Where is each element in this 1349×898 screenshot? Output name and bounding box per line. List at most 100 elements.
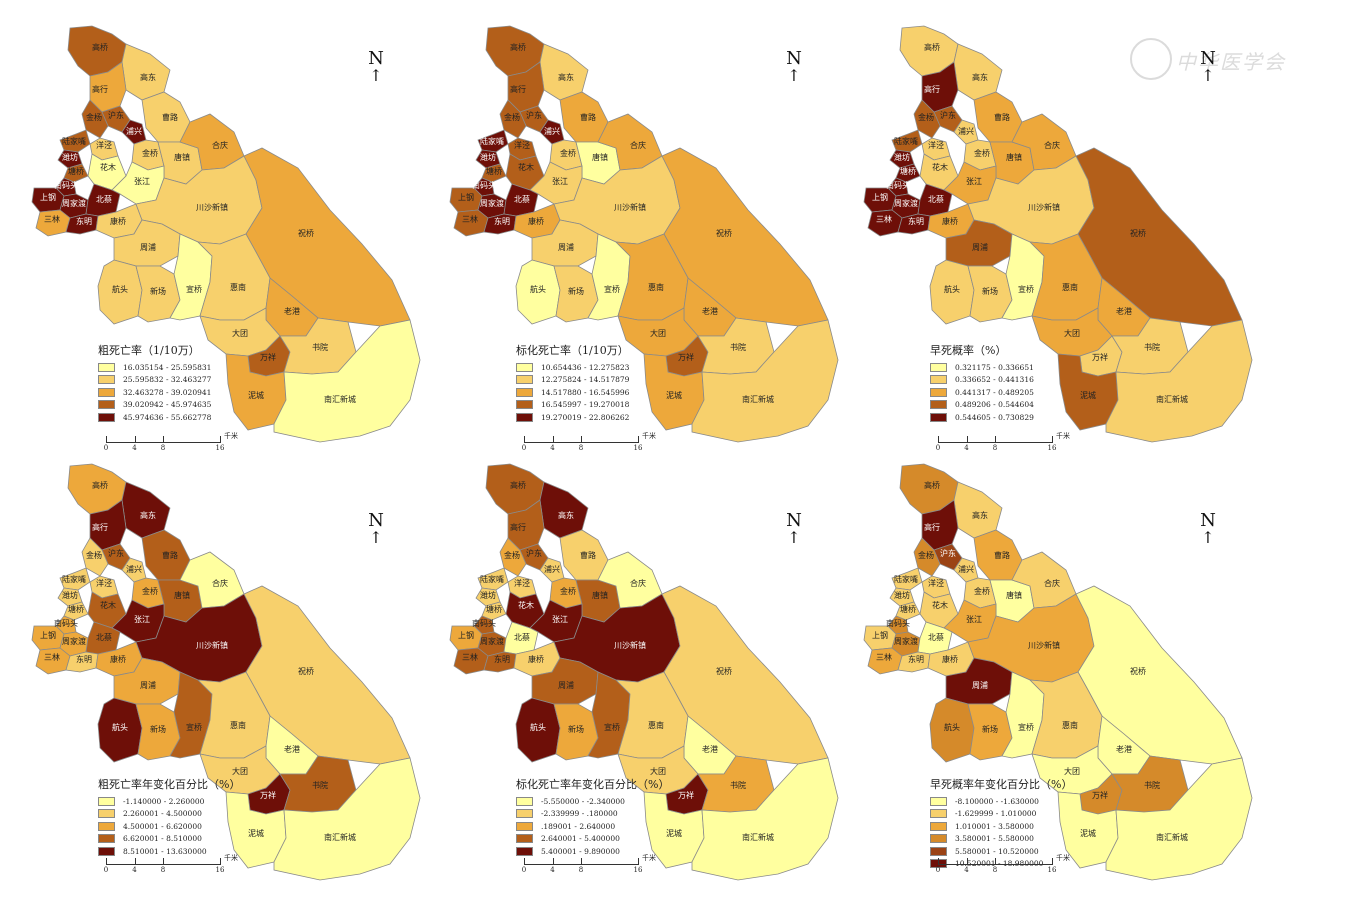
district-label-tangzhen: 唐镇 (174, 590, 190, 600)
district-tangqiao[interactable] (63, 163, 89, 183)
district-label-sanlin: 三林 (462, 214, 478, 224)
district-label-hudongweifang: 沪东 (108, 110, 124, 120)
district-label-hudongweifang: 沪东 (940, 548, 956, 558)
legend-range: -8.100000 - -1.630000 (955, 796, 1039, 806)
district-tangqiao[interactable] (895, 163, 921, 183)
legend-item: -5.550000 - -2.340000 (516, 795, 669, 808)
district-pudongxing[interactable] (539, 119, 565, 145)
legend-item: 0.489206 - 0.544604 (930, 399, 1034, 412)
scale-tick-label: 8 (160, 444, 166, 452)
legend-swatch (98, 412, 115, 422)
district-nanhui[interactable] (691, 319, 839, 443)
legend-range: 8.510001 - 13.630000 (123, 846, 207, 856)
north-label: N (786, 48, 802, 69)
district-label-xinchang: 新场 (982, 724, 998, 734)
district-nanhui[interactable] (1105, 319, 1253, 443)
district-label-shanggang: 上钢 (458, 630, 474, 640)
district-label-shanggang: 上钢 (40, 630, 56, 640)
district-label-zhoupu: 周浦 (558, 242, 574, 252)
north-arrow: N ↑ (784, 510, 804, 546)
scale-tick-label: 4 (550, 866, 555, 874)
district-label-zhoupu: 周浦 (140, 680, 156, 690)
district-label-kangqiao: 康桥 (528, 216, 544, 226)
district-gaodong[interactable] (953, 43, 1003, 101)
district-label-heqing: 合庆 (212, 578, 228, 588)
district-label-hudongweifang: 沪东 (526, 548, 542, 558)
district-label-shuyuan: 书院 (1144, 780, 1160, 790)
district-label-zhangjiang: 张江 (134, 615, 150, 624)
district-label-sanlin: 三林 (876, 214, 892, 224)
district-label-xinchang: 新场 (568, 286, 584, 296)
scale-bar: 0 4 8 16 千米 (522, 432, 664, 454)
scale-tick-label: 16 (633, 866, 643, 874)
district-pudongxing[interactable] (539, 557, 565, 583)
district-pudongxing[interactable] (953, 557, 979, 583)
district-nanhui[interactable] (691, 757, 839, 881)
north-arrow: N ↑ (366, 48, 386, 85)
legend-item: 32.463278 - 39.020941 (98, 386, 211, 399)
district-label-yangjing: 洋泾 (514, 578, 530, 588)
district-label-heqing: 合庆 (630, 578, 646, 588)
watermark-text: 中华医学会 (1176, 50, 1286, 74)
district-label-caolu: 曹路 (580, 550, 596, 560)
district-gaodong[interactable] (121, 43, 171, 101)
district-label-xinchang: 新场 (150, 724, 166, 734)
district-tangqiao[interactable] (895, 601, 921, 621)
legend-item: 1.010001 - 3.580000 (930, 820, 1072, 833)
district-label-heqing: 合庆 (1044, 578, 1060, 588)
district-nanhui[interactable] (273, 319, 421, 443)
district-label-caolu: 曹路 (994, 112, 1010, 122)
district-gaodong[interactable] (539, 481, 589, 539)
legend-range: 19.270019 - 22.806262 (541, 412, 630, 422)
district-label-xinchang: 新场 (982, 286, 998, 296)
scale-tick-label: 4 (132, 866, 137, 874)
district-label-jinyang: 金杨 (86, 550, 102, 560)
scale-tick-label: 8 (578, 444, 584, 452)
district-label-laogang: 老港 (702, 744, 718, 754)
district-label-lujiazui: 陆家嘴 (62, 574, 86, 584)
district-pudongxing[interactable] (121, 119, 147, 145)
district-pudongxing[interactable] (953, 119, 979, 145)
district-label-nicheng: 泥城 (666, 391, 682, 400)
district-tangqiao[interactable] (481, 163, 507, 183)
legend-item: 4.500001 - 6.620000 (98, 820, 240, 833)
legend-range: 16.545997 - 19.270018 (541, 400, 630, 410)
legend-swatch (516, 400, 533, 410)
district-label-kangqiao: 康桥 (110, 654, 126, 664)
district-label-huamu: 花木 (518, 162, 534, 172)
district-label-weifang: 潍坊 (894, 152, 910, 162)
district-label-zhoupu: 周浦 (140, 242, 156, 252)
district-pudongxing[interactable] (121, 557, 147, 583)
district-label-yangjing: 洋泾 (928, 140, 944, 150)
district-label-jinyang: 金杨 (918, 550, 934, 560)
scale-tick-label: 8 (160, 866, 166, 874)
district-nanhui[interactable] (273, 757, 421, 881)
up-arrow-icon: ↑ (369, 66, 383, 85)
district-label-beicai: 北蔡 (96, 194, 112, 204)
legend-title: 粗死亡率年变化百分比（%） (98, 778, 241, 791)
district-gaodong[interactable] (953, 481, 1003, 539)
watermark: 中华医学会 (1130, 38, 1320, 80)
district-tangqiao[interactable] (481, 601, 507, 621)
district-label-zhuqiao: 祝桥 (298, 228, 314, 238)
district-label-huinan: 惠南 (1062, 282, 1078, 292)
district-tangqiao[interactable] (63, 601, 89, 621)
scale-unit: 千米 (1056, 854, 1070, 862)
district-nanhui[interactable] (1105, 757, 1253, 881)
legend-swatch (930, 375, 947, 385)
district-label-tangqiao: 塘桥 (68, 166, 84, 176)
legend-range: 14.517880 - 16.545996 (541, 387, 630, 397)
district-gaodong[interactable] (121, 481, 171, 539)
north-label: N (368, 48, 384, 69)
district-label-chuansha: 川沙新镇 (196, 202, 228, 212)
legend-item: 0.321175 - 0.336651 (930, 361, 1034, 374)
district-label-huamu: 花木 (100, 162, 116, 172)
district-label-sanlin: 三林 (876, 652, 892, 662)
district-label-dongming: 东明 (908, 654, 924, 664)
district-label-huinan: 惠南 (648, 282, 664, 292)
district-gaodong[interactable] (539, 43, 589, 101)
district-label-nicheng: 泥城 (1080, 829, 1096, 838)
district-label-xinchang: 新场 (150, 286, 166, 296)
district-label-dongming: 东明 (76, 216, 92, 226)
